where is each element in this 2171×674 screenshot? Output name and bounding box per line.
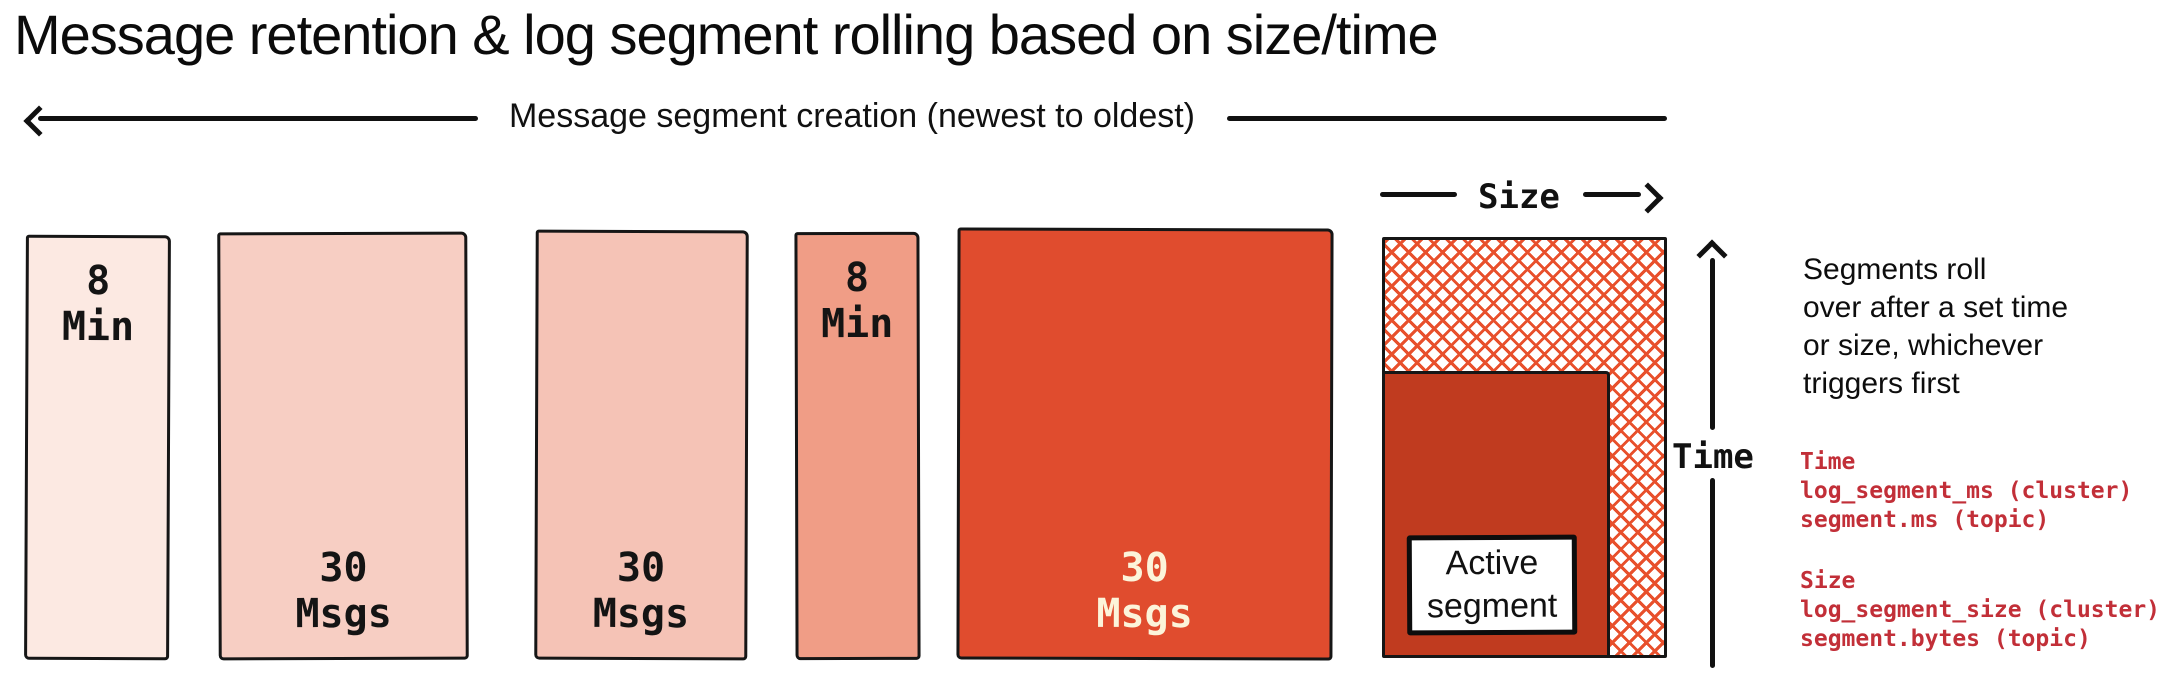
note-text: Segments roll over after a set time or s… [1803,251,2068,403]
segment-box-1: 8 Min [24,234,171,661]
time-config-block: Time log_segment_ms (cluster) segment.ms… [1800,448,2160,535]
page-title: Message retention & log segment rolling … [14,3,1439,66]
segment-label: 8 Min [820,254,894,348]
active-segment-label-box: Active segment [1406,534,1578,636]
segment-box-3: 30 Msgs [534,229,749,661]
arrow-left-icon [23,105,55,137]
segment-box-2: 30 Msgs [217,231,469,661]
time-axis-line-lower [1710,478,1715,668]
note-line: or size, whichever [1803,329,2044,362]
creation-arrow-line-left [38,116,478,121]
creation-arrow-line-right [1227,116,1667,121]
active-segment-label: segment [1426,586,1558,626]
segment-label: 8 Min [61,257,135,351]
segment-label: 30 Msgs [592,544,690,638]
size-axis-label: Size [1478,177,1560,217]
size-axis-dash [1380,192,1457,197]
segment-box-5: 30 Msgs [956,227,1334,661]
size-config-heading: Size [1800,568,1856,594]
segment-label: 30 Msgs [295,544,392,638]
note-line: triggers first [1803,367,1960,400]
creation-arrow-label: Message segment creation (newest to olde… [508,97,1195,135]
time-axis-line-upper [1710,258,1715,430]
size-config-block: Size log_segment_size (cluster) segment.… [1800,567,2160,654]
size-config-line: segment.bytes (topic) [1800,626,2091,652]
size-axis-line [1583,192,1641,197]
config-text: Time log_segment_ms (cluster) segment.ms… [1800,448,2160,654]
time-config-line: log_segment_ms (cluster) [1800,478,2133,504]
time-axis-label: Time [1672,437,1754,477]
time-config-heading: Time [1800,449,1856,475]
segment-box-4: 8 Min [794,231,921,661]
note-line: over after a set time [1803,291,2069,324]
size-config-line: log_segment_size (cluster) [1800,597,2161,623]
active-segment-label: Active [1445,543,1539,583]
note-line: Segments roll [1803,253,1987,286]
time-config-line: segment.ms (topic) [1800,507,2050,533]
segment-label: 30 Msgs [1096,544,1193,638]
arrow-right-icon [1632,182,1664,214]
